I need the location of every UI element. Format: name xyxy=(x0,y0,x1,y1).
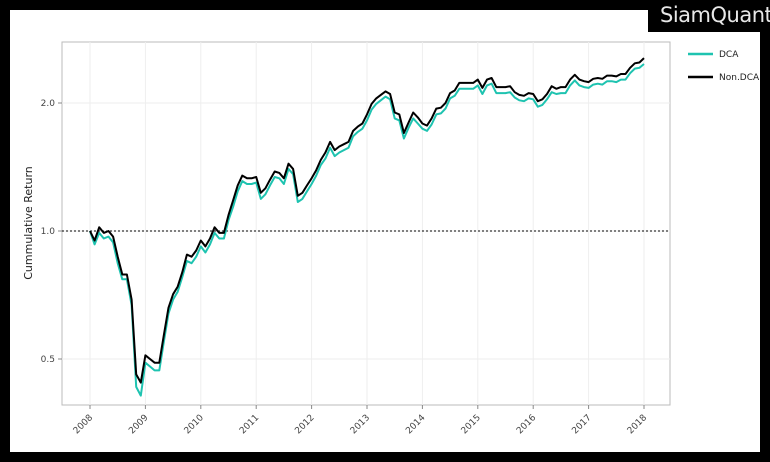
plot-area xyxy=(61,41,671,406)
y-axis-label: Cummulative Return xyxy=(22,166,35,280)
x-tick-label: 2016 xyxy=(515,413,538,436)
x-tick-label: 2009 xyxy=(127,413,150,436)
x-tick-label: 2010 xyxy=(183,413,206,436)
x-tick-label: 2008 xyxy=(72,413,95,436)
x-axis: 2008 2009 2010 2011 2012 2013 2014 2015 2016 2017… xyxy=(72,405,649,436)
x-tick-label: 2011 xyxy=(238,413,261,436)
series-line-dca xyxy=(89,63,645,397)
logo-background xyxy=(648,0,770,32)
x-tick-label: 2018 xyxy=(626,413,649,436)
x-tick-label: 2014 xyxy=(404,413,427,436)
y-tick-label: 1.0 xyxy=(41,227,56,237)
y-axis: 0.5 1.0 2.0 xyxy=(41,99,62,365)
x-tick-label: 2015 xyxy=(460,413,483,436)
y-tick-label: 0.5 xyxy=(41,355,55,365)
legend: DCA Non.DCA xyxy=(688,50,760,83)
series-group xyxy=(89,57,645,397)
legend-label-dca: DCA xyxy=(719,50,739,60)
x-tick-label: 2017 xyxy=(570,413,593,436)
x-tick-label: 2013 xyxy=(349,413,372,436)
siamquant-logo: SiamQuant xyxy=(660,3,770,27)
series-line-non-dca xyxy=(89,57,645,384)
legend-label-non-dca: Non.DCA xyxy=(719,73,760,83)
gridlines xyxy=(62,42,670,405)
x-tick-label: 2012 xyxy=(293,413,316,436)
y-tick-label: 2.0 xyxy=(41,99,56,109)
